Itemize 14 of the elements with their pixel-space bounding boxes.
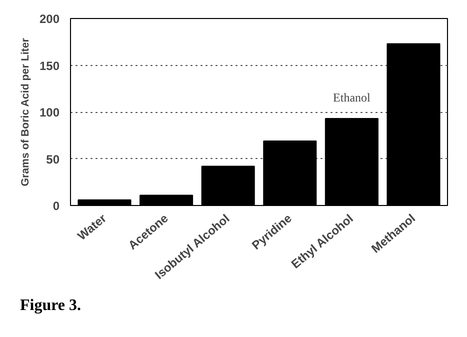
y-tick-label: 50 [46,152,60,166]
y-tick-label: 200 [39,12,60,26]
y-tick-label: 100 [39,106,60,120]
y-tick-label: 150 [39,58,60,73]
y-tick-label: 0 [52,199,60,213]
bar [324,118,378,206]
annotation: Ethanol [333,90,372,105]
caption: Figure 3. [20,296,82,316]
bar [386,43,440,206]
bar [78,199,132,206]
bar [201,166,255,206]
bar [263,140,317,206]
bar [140,194,194,206]
y-axis-title: Grams of Boric Acid per Liter [19,38,32,186]
